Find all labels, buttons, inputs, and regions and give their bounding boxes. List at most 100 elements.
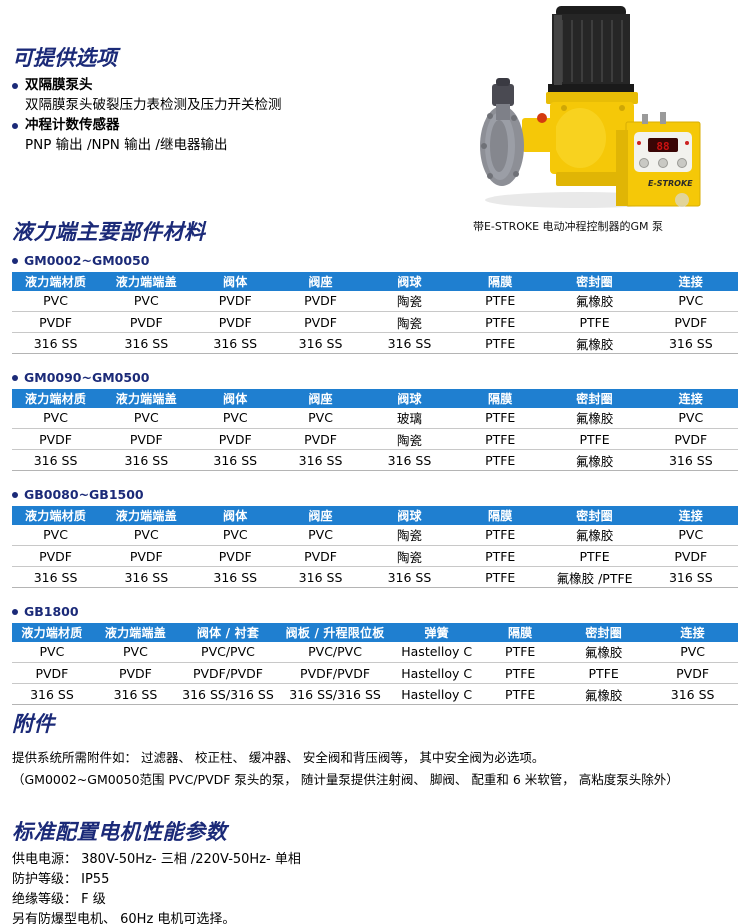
col-header: 隔膜: [454, 505, 546, 525]
col-header: 密封圈: [545, 505, 644, 525]
cell: PVC: [12, 407, 100, 429]
table-row: 316 SS 316 SS 316 SS 316 SS 316 SS PTFE …: [12, 566, 738, 588]
cell: 陶瓷: [364, 311, 455, 333]
cell: 316 SS: [643, 332, 738, 354]
col-header: 密封圈: [545, 388, 644, 408]
cell: PTFE: [545, 428, 644, 450]
accessories-line-2: （GM0002~GM0050范围 PVC/PVDF 泵头的泵， 随计量泵提供注射…: [12, 772, 679, 787]
cell: 氟橡胶: [545, 290, 644, 312]
motor-spec-line: 防护等级： IP55: [12, 872, 110, 888]
table-row: PVDF PVDF PVDF PVDF 陶瓷 PTFE PTFE PVDF: [12, 311, 738, 333]
cell: PVC: [643, 524, 738, 546]
options-list: 双隔膜泵头 双隔膜泵头破裂压力表检测及压力开关检测 冲程计数传感器 PNP 输出…: [12, 76, 412, 156]
cell: 氟橡胶 /PTFE: [545, 566, 644, 588]
cell: PTFE: [454, 524, 546, 546]
col-header: 阀球: [364, 388, 455, 408]
cell: PVC: [193, 524, 277, 546]
material-table-title-row: GM0090~GM0500: [12, 371, 738, 385]
cell: PVC: [91, 641, 179, 663]
col-header: 弹簧: [393, 622, 481, 642]
col-header: 隔膜: [454, 271, 546, 291]
bullet-dot-icon: [12, 375, 18, 382]
cell: PVDF: [643, 428, 738, 450]
material-table-title: GB0080~GB1500: [24, 487, 144, 502]
options-heading: 可提供选项: [12, 46, 117, 70]
motor-spec-line: 另有防爆型电机、 60Hz 电机可选择。: [12, 912, 236, 924]
motor-spec-line: 绝缘等级： F 级: [12, 892, 106, 908]
option-title-row: 冲程计数传感器: [12, 116, 412, 136]
option-item: 冲程计数传感器 PNP 输出 /NPN 输出 /继电器输出: [12, 116, 412, 155]
cell: PTFE: [454, 311, 546, 333]
cell: PVDF: [12, 545, 100, 567]
cell: PVC: [276, 407, 365, 429]
cell: PVC/PVC: [276, 641, 394, 663]
table-row: 316 SS 316 SS 316 SS 316 SS 316 SS PTFE …: [12, 332, 738, 354]
cell: 316 SS: [276, 449, 365, 471]
col-header: 连接: [643, 271, 738, 291]
cell: 氟橡胶: [545, 449, 644, 471]
cell: 316 SS: [12, 683, 92, 705]
table-header-row: 液力端材质 液力端端盖 阀体 阀座 阀球 隔膜 密封圈 连接: [12, 505, 738, 525]
cell: 氟橡胶: [545, 407, 644, 429]
cell: PTFE: [454, 407, 546, 429]
cell: 316 SS: [193, 566, 277, 588]
cell: PTFE: [454, 449, 546, 471]
cell: PTFE: [545, 311, 644, 333]
material-table: 液力端材质 液力端端盖 阀体 阀座 阀球 隔膜 密封圈 连接 PVC PVC: [12, 388, 738, 471]
cell: 陶瓷: [364, 428, 455, 450]
cell: PVC: [99, 290, 194, 312]
cell: Hastelloy C: [393, 662, 481, 684]
table-row: PVC PVC PVC PVC 玻璃 PTFE 氟橡胶 PVC: [12, 407, 738, 429]
material-table: 液力端材质 液力端端盖 阀体 / 衬套 阀板 / 升程限位板 弹簧 隔膜 密封圈…: [12, 622, 738, 705]
col-header: 连接: [643, 388, 738, 408]
table-row: 316 SS 316 SS 316 SS/316 SS 316 SS/316 S…: [12, 683, 738, 705]
option-title-row: 双隔膜泵头: [12, 76, 412, 96]
bullet-dot-icon: [12, 82, 18, 89]
col-header: 阀板 / 升程限位板: [276, 622, 394, 642]
bullet-dot-icon: [12, 258, 18, 265]
cell: PVDF: [99, 545, 194, 567]
motor-heading: 标准配置电机性能参数: [12, 820, 227, 844]
cell: 316 SS/316 SS: [178, 683, 277, 705]
motor-spec-list: 供电电源： 380V-50Hz- 三相 /220V-50Hz- 单相 防护等级：…: [12, 850, 512, 924]
material-table-group: GM0002~GM0050 液力端材质 液力端端盖 阀体 阀座 阀球 隔膜 密封…: [12, 254, 738, 354]
col-header: 阀座: [276, 505, 365, 525]
cell: PVDF: [12, 662, 92, 684]
bullet-dot-icon: [12, 492, 18, 499]
material-table-title-row: GB0080~GB1500: [12, 487, 738, 502]
table-row: PVC PVC PVC PVC 陶瓷 PTFE 氟橡胶 PVC: [12, 524, 738, 546]
cell: 316 SS: [12, 566, 100, 588]
col-header: 液力端端盖: [99, 505, 194, 525]
cell: 氟橡胶: [560, 641, 648, 663]
cell: PTFE: [560, 662, 648, 684]
table-row: PVDF PVDF PVDF/PVDF PVDF/PVDF Hastelloy …: [12, 662, 738, 684]
cell: PVDF: [99, 428, 194, 450]
cell: 316 SS: [276, 566, 365, 588]
cell: PVDF: [193, 311, 277, 333]
table-row: PVDF PVDF PVDF PVDF 陶瓷 PTFE PTFE PVDF: [12, 428, 738, 450]
cell: PVC: [99, 524, 194, 546]
col-header: 阀球: [364, 271, 455, 291]
cell: PVDF: [193, 428, 277, 450]
cell: PVDF: [12, 428, 100, 450]
cell: 316 SS: [193, 332, 277, 354]
col-header: 液力端端盖: [91, 622, 179, 642]
cell: PTFE: [480, 662, 561, 684]
col-header: 液力端材质: [12, 388, 100, 408]
cell: Hastelloy C: [393, 683, 481, 705]
accessories-line-1: 提供系统所需附件如： 过滤器、 校正柱、 缓冲器、 安全阀和背压阀等， 其中安全…: [12, 750, 545, 765]
cell: PVDF: [276, 290, 365, 312]
svg-text:E-STROKE: E-STROKE: [648, 179, 693, 188]
cell: 陶瓷: [364, 290, 455, 312]
col-header: 连接: [647, 622, 738, 642]
cell: PVC: [12, 641, 92, 663]
option-detail: PNP 输出 /NPN 输出 /继电器输出: [25, 136, 228, 153]
cell: PVDF/PVDF: [276, 662, 394, 684]
pump-product-photo: 88 E-STROKE: [430, 0, 730, 210]
table-row: PVC PVC PVC/PVC PVC/PVC Hastelloy C PTFE…: [12, 641, 738, 663]
cell: PVDF/PVDF: [178, 662, 277, 684]
accessories-heading: 附件: [12, 712, 55, 736]
material-table-group: GB1800 液力端材质 液力端端盖 阀体 / 衬套 阀板 / 升程限位板 弹簧…: [12, 605, 738, 705]
cell: PVC: [643, 290, 738, 312]
cell: PTFE: [454, 332, 546, 354]
